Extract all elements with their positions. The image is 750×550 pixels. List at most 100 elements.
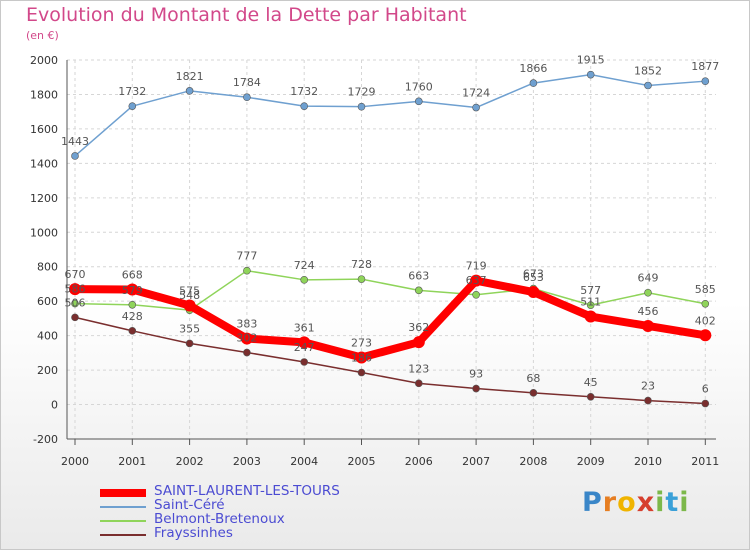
data-label: 649 bbox=[638, 272, 659, 285]
data-label: 1852 bbox=[634, 64, 662, 77]
legend-label: Belmont-Bretenoux bbox=[154, 511, 285, 527]
data-label: 273 bbox=[351, 337, 372, 350]
data-label: 585 bbox=[695, 283, 716, 296]
data-label: 724 bbox=[294, 259, 315, 272]
data-label: 1915 bbox=[577, 54, 605, 67]
grid bbox=[67, 59, 716, 440]
y-tick-label: 200 bbox=[37, 364, 58, 377]
legend-label: Frayssinhes bbox=[154, 525, 233, 541]
x-tick-label: 2005 bbox=[348, 455, 376, 468]
x-tick-label: 2001 bbox=[118, 455, 146, 468]
y-tick-label: 600 bbox=[37, 295, 58, 308]
data-point bbox=[699, 329, 712, 342]
x-tick-label: 2008 bbox=[519, 455, 547, 468]
data-label: 673 bbox=[523, 268, 544, 281]
data-point bbox=[128, 300, 137, 309]
data-label: 1732 bbox=[118, 85, 146, 98]
series-line-2 bbox=[74, 269, 706, 311]
data-label: 577 bbox=[580, 284, 601, 297]
data-point bbox=[185, 87, 194, 95]
y-tick-label: 1000 bbox=[30, 226, 58, 239]
data-label: 637 bbox=[466, 274, 487, 287]
data-label: 123 bbox=[408, 362, 429, 375]
legend-swatch bbox=[100, 489, 146, 497]
data-point bbox=[644, 396, 652, 405]
data-point bbox=[300, 102, 309, 110]
y-tick-label: 2000 bbox=[30, 54, 58, 67]
x-tick-label: 2006 bbox=[405, 455, 433, 468]
data-point bbox=[126, 283, 139, 296]
data-point bbox=[527, 286, 540, 299]
data-point bbox=[472, 384, 480, 393]
data-label: 186 bbox=[351, 352, 372, 365]
data-label: 247 bbox=[294, 341, 315, 354]
data-point bbox=[644, 81, 652, 90]
series-line-0 bbox=[74, 276, 706, 362]
data-label: 402 bbox=[695, 314, 716, 327]
data-label: 456 bbox=[638, 305, 659, 318]
data-label: 23 bbox=[641, 380, 655, 393]
x-tick-label: 2002 bbox=[176, 455, 204, 468]
data-label: 506 bbox=[65, 296, 86, 309]
series-lines bbox=[69, 70, 712, 408]
data-point bbox=[357, 368, 366, 377]
data-point bbox=[414, 379, 423, 388]
y-tick-label: 400 bbox=[37, 330, 58, 343]
y-tick-label: 1400 bbox=[30, 157, 58, 170]
data-label: 668 bbox=[122, 268, 143, 281]
data-point bbox=[243, 266, 251, 275]
data-point bbox=[529, 389, 538, 397]
axes: -200 0 200 400 600 800 1000 1200 1400 1600 1800 200… bbox=[30, 54, 719, 468]
data-label: 1821 bbox=[176, 70, 204, 83]
data-label: 575 bbox=[179, 284, 200, 297]
legend-swatch bbox=[100, 520, 146, 522]
data-point bbox=[71, 152, 79, 160]
series-line-3 bbox=[74, 316, 706, 405]
x-tick-label: 2000 bbox=[61, 455, 89, 468]
data-point bbox=[701, 399, 710, 408]
data-point bbox=[357, 102, 366, 111]
y-tick-label: -200 bbox=[33, 433, 58, 446]
chart-title: Evolution du Montant de la Dette par Hab… bbox=[26, 4, 467, 26]
data-point bbox=[412, 336, 425, 349]
data-label: 719 bbox=[466, 260, 487, 273]
data-label: 1877 bbox=[691, 60, 719, 73]
data-point bbox=[243, 348, 251, 357]
data-point bbox=[584, 310, 597, 323]
data-point bbox=[644, 288, 652, 297]
data-label: 1443 bbox=[61, 135, 89, 148]
proxiti-logo: Proxiti bbox=[582, 487, 690, 518]
data-label: 1732 bbox=[290, 85, 318, 98]
data-point bbox=[128, 327, 137, 335]
data-label: 383 bbox=[236, 318, 257, 331]
x-tick-label: 2009 bbox=[577, 455, 605, 468]
series-line-1 bbox=[74, 73, 706, 157]
data-label: 361 bbox=[294, 321, 315, 334]
data-point bbox=[128, 102, 137, 110]
data-point bbox=[69, 283, 81, 296]
data-point bbox=[470, 274, 483, 287]
data-point bbox=[586, 301, 595, 309]
data-point bbox=[71, 299, 79, 308]
data-point bbox=[586, 392, 595, 401]
data-point bbox=[243, 93, 251, 102]
data-point bbox=[642, 319, 654, 332]
data-point bbox=[71, 313, 79, 322]
data-point bbox=[185, 339, 194, 348]
x-tick-label: 2004 bbox=[290, 455, 318, 468]
y-tick-label: 0 bbox=[51, 399, 58, 412]
data-label: 45 bbox=[584, 376, 598, 389]
data-label: 1760 bbox=[405, 80, 433, 93]
data-point bbox=[701, 299, 710, 308]
data-label: 428 bbox=[122, 310, 143, 323]
data-label: 728 bbox=[351, 258, 372, 271]
data-label: 302 bbox=[236, 332, 257, 345]
data-label: 579 bbox=[122, 284, 143, 297]
data-point bbox=[357, 275, 366, 283]
data-label: 93 bbox=[469, 368, 483, 381]
data-label: 6 bbox=[702, 383, 709, 396]
data-label: 548 bbox=[179, 289, 200, 302]
data-point bbox=[298, 336, 311, 349]
